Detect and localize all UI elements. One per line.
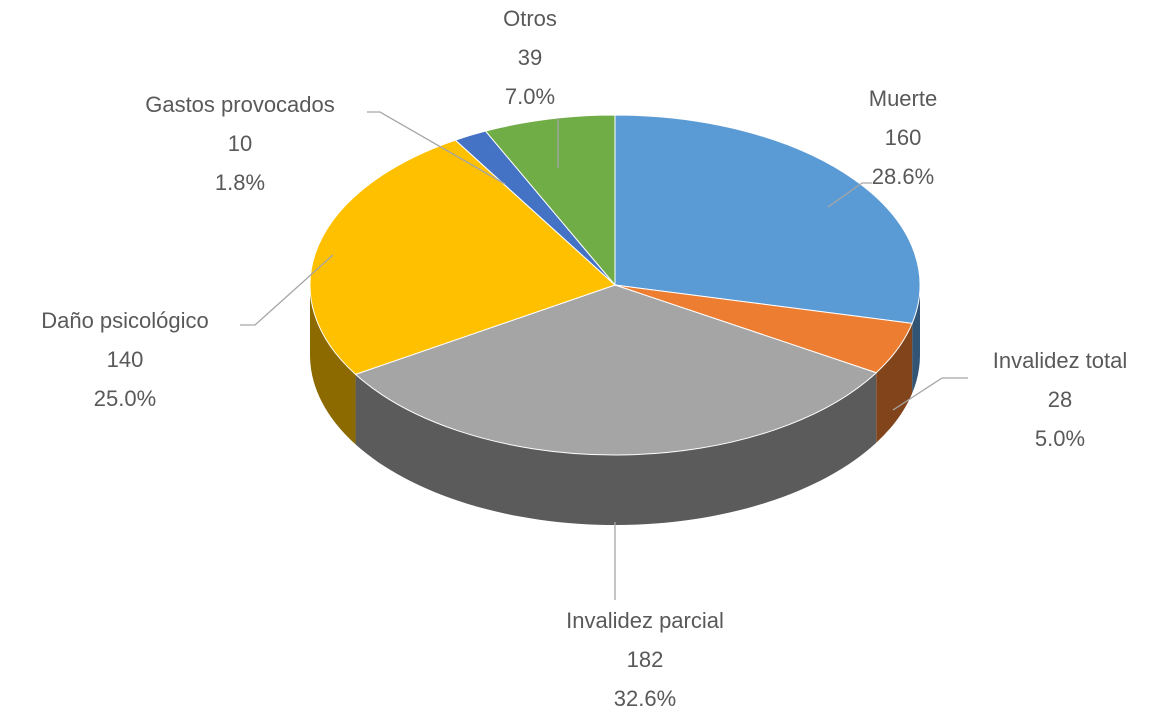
category-label: Muerte xyxy=(869,86,937,111)
category-label: Otros xyxy=(503,6,557,31)
leader-line xyxy=(367,111,506,185)
category-label: Invalidez parcial xyxy=(566,608,724,633)
category-label: Invalidez total xyxy=(993,348,1128,373)
leader-lines xyxy=(240,111,968,600)
pie-slice xyxy=(614,114,921,324)
data-labels: Muerte 160 28.6% Invalidez total 28 5.0% Inval… xyxy=(41,6,1127,711)
value-label: 10 xyxy=(228,131,252,156)
pie-side xyxy=(912,285,920,394)
percent-label: 1.8% xyxy=(215,170,265,195)
leader-line xyxy=(240,254,334,326)
pie-slice xyxy=(354,284,878,456)
value-label: 39 xyxy=(518,45,542,70)
pie-side xyxy=(876,323,913,443)
pie-slice xyxy=(309,139,616,375)
percent-label: 32.6% xyxy=(614,686,676,711)
category-label: Gastos provocados xyxy=(145,92,335,117)
value-label: 28 xyxy=(1048,387,1072,412)
percent-label: 7.0% xyxy=(505,84,555,109)
value-label: 160 xyxy=(885,125,922,150)
percent-label: 5.0% xyxy=(1035,426,1085,451)
category-label: Daño psicológico xyxy=(41,308,209,333)
leader-line xyxy=(827,182,872,208)
leader-line xyxy=(892,377,968,411)
pie-side xyxy=(355,372,877,525)
pie-slice xyxy=(484,114,616,287)
percent-label: 25.0% xyxy=(94,386,156,411)
pie-side xyxy=(310,285,356,445)
percent-label: 28.6% xyxy=(872,164,934,189)
pie-tops xyxy=(309,114,921,456)
value-label: 140 xyxy=(107,347,144,372)
pie-sides xyxy=(310,285,920,525)
value-label: 182 xyxy=(627,647,664,672)
